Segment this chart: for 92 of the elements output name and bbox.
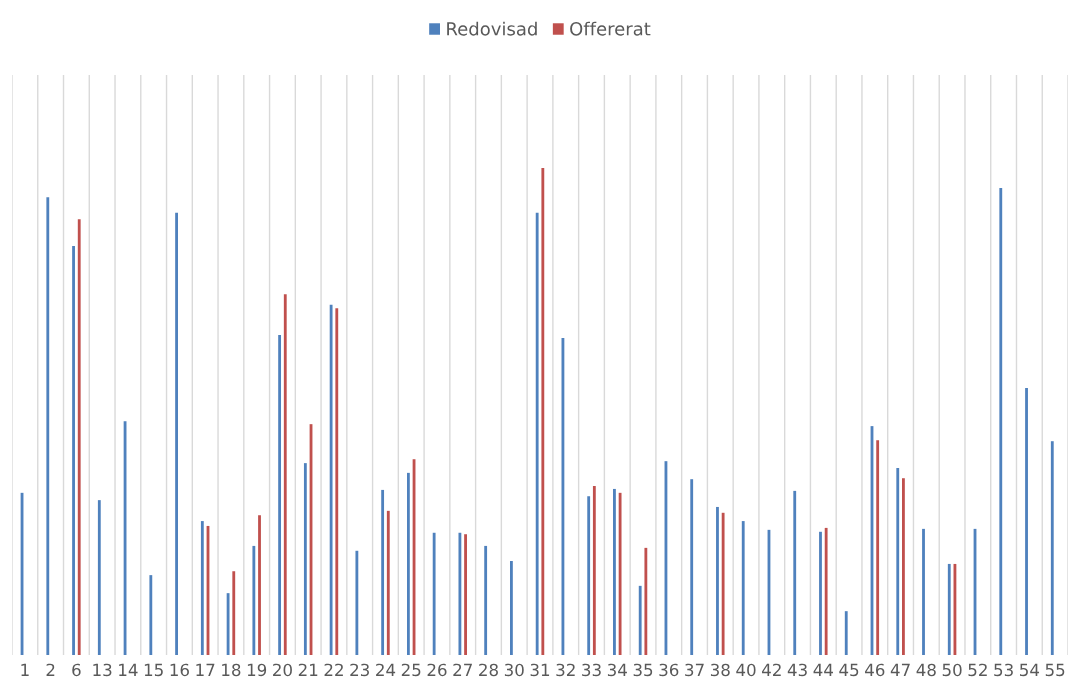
bar <box>97 500 101 655</box>
x-tick-label: 38 <box>710 663 730 677</box>
bar <box>200 521 204 655</box>
bar <box>509 561 513 655</box>
bar <box>824 527 828 655</box>
x-tick-label: 24 <box>376 663 396 676</box>
bar <box>46 197 50 655</box>
bar <box>355 550 359 655</box>
bar <box>721 512 725 655</box>
bar <box>592 486 596 655</box>
bar <box>819 531 822 655</box>
x-tick-label: 6 <box>72 663 81 677</box>
x-tick-label: 27 <box>453 663 472 676</box>
bar <box>335 308 339 655</box>
bar <box>902 478 905 655</box>
x-tick-label: 22 <box>324 663 343 676</box>
bar <box>252 545 256 655</box>
x-tick-label: 37 <box>685 663 704 677</box>
bar <box>283 294 287 655</box>
bar <box>613 488 616 655</box>
x-tick-label: 1 <box>21 663 29 676</box>
bar <box>618 492 622 655</box>
bar <box>175 212 178 655</box>
x-tick-label: 18 <box>222 663 241 677</box>
x-tick-label: 20 <box>273 663 292 677</box>
x-tick-label: 46 <box>865 663 885 677</box>
bar <box>716 506 719 655</box>
bar <box>999 187 1003 655</box>
x-tick-label: 45 <box>839 663 859 677</box>
x-tick-label: 14 <box>119 663 138 676</box>
x-tick-label: 34 <box>607 663 627 677</box>
bar <box>77 219 81 655</box>
x-tick-label: 53 <box>994 663 1013 677</box>
legend-label: Offererat <box>570 21 651 36</box>
x-tick-label: 54 <box>1020 663 1040 677</box>
x-tick-label: 55 <box>1045 663 1065 677</box>
bar <box>226 593 230 655</box>
bar <box>896 467 900 655</box>
x-tick-label: 16 <box>170 663 189 677</box>
x-tick-label: 43 <box>787 663 807 677</box>
x-tick-label: 30 <box>504 663 524 677</box>
bar <box>232 571 236 655</box>
bar <box>303 463 307 655</box>
bar <box>381 489 385 655</box>
x-tick-label: 52 <box>968 663 987 677</box>
x-tick-label: 47 <box>890 663 910 676</box>
x-tick-label: 17 <box>196 663 215 676</box>
x-tick-label: 44 <box>813 663 833 676</box>
bar <box>535 212 539 655</box>
bar <box>406 472 410 655</box>
bar <box>793 490 797 655</box>
bar <box>587 496 591 655</box>
bar <box>644 547 648 655</box>
x-tick-label: 23 <box>350 663 369 677</box>
bar <box>844 611 848 655</box>
bar <box>922 528 925 655</box>
bar <box>149 575 153 655</box>
bar <box>258 515 261 655</box>
x-tick-label: 50 <box>942 663 962 677</box>
bar <box>278 335 282 655</box>
bar <box>876 440 880 655</box>
bar <box>329 304 333 655</box>
bar <box>458 532 462 655</box>
x-tick-label: 2 <box>46 663 55 676</box>
x-tick-label: 26 <box>427 663 447 677</box>
bar <box>541 168 545 655</box>
bar <box>947 563 951 655</box>
bar <box>432 532 436 655</box>
x-tick-label: 28 <box>479 663 498 677</box>
x-tick-label: 13 <box>93 663 112 677</box>
bar <box>72 245 75 655</box>
bar <box>386 510 390 655</box>
x-tick-label: 15 <box>144 663 163 677</box>
bar <box>464 534 467 655</box>
bar <box>741 521 745 655</box>
bar <box>638 585 642 655</box>
bar <box>690 479 694 655</box>
legend-label: Redovisad <box>447 21 537 36</box>
x-tick-label: 35 <box>633 663 653 677</box>
x-tick-label: 21 <box>298 663 318 676</box>
x-tick-label: 33 <box>582 663 601 677</box>
x-tick-label: 31 <box>530 663 550 677</box>
bar <box>484 545 488 655</box>
x-tick-label: 40 <box>736 663 756 677</box>
bar <box>1025 388 1028 655</box>
x-tick-label: 25 <box>401 663 421 677</box>
bar <box>1050 441 1054 655</box>
x-tick-label: 42 <box>762 663 781 676</box>
x-tick-label: 19 <box>247 663 267 677</box>
x-tick-label: 32 <box>556 663 575 677</box>
x-tick-label: 48 <box>916 663 936 677</box>
x-tick-label: 36 <box>659 663 679 677</box>
